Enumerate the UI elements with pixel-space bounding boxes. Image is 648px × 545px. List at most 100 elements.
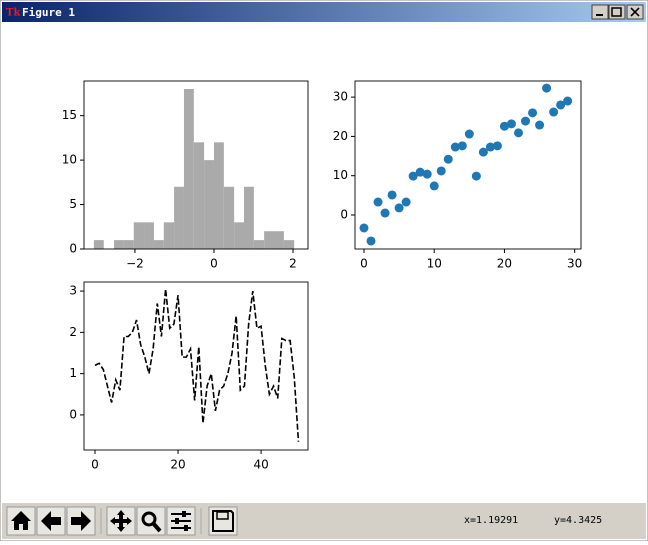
x-tick-label: 2: [289, 257, 297, 271]
y-tick-label: 0: [340, 208, 348, 222]
y-tick-label: 0: [69, 242, 77, 256]
y-tick-label: 2: [69, 325, 77, 339]
point: [408, 171, 418, 181]
axes-frame: [83, 281, 309, 451]
point: [542, 83, 552, 93]
point: [513, 128, 523, 138]
minimize-button[interactable]: [591, 4, 609, 20]
bar: [213, 142, 224, 249]
point: [373, 197, 383, 207]
line: [94, 288, 300, 442]
pan-icon: [110, 510, 132, 532]
bar: [144, 222, 154, 249]
bar: [183, 89, 194, 249]
bar: [193, 142, 205, 249]
point: [457, 141, 467, 151]
bar: [244, 186, 254, 249]
x-tick-label: −2: [126, 257, 144, 271]
x-tick-label: 20: [170, 458, 185, 472]
bar: [223, 186, 235, 249]
point: [556, 100, 566, 110]
point: [549, 107, 559, 117]
x-tick-label: 20: [497, 257, 512, 271]
bar: [163, 222, 175, 249]
point: [422, 169, 432, 179]
bar: [264, 231, 275, 249]
bar: [123, 240, 134, 249]
bar: [174, 186, 184, 249]
point: [387, 190, 397, 200]
point: [528, 108, 538, 118]
point: [380, 208, 390, 218]
app-icon: Tk: [6, 8, 21, 19]
slider-knob: [184, 525, 188, 531]
y-tick-label: 30: [333, 90, 348, 104]
point: [563, 96, 573, 106]
point: [366, 236, 376, 246]
bar: [133, 222, 145, 249]
y-tick-label: 20: [333, 129, 348, 143]
forward-icon: [71, 511, 91, 531]
point: [506, 119, 516, 129]
point: [394, 203, 404, 213]
point: [415, 167, 425, 177]
toolbar-buttons: [6, 506, 238, 536]
window-title: Figure 1: [22, 6, 75, 19]
x-tick-label: 0: [360, 257, 368, 271]
bar: [93, 240, 104, 249]
point: [401, 197, 411, 207]
zoom-handle: [151, 521, 162, 533]
maximize-icon: [611, 7, 622, 17]
point: [450, 142, 460, 152]
point: [492, 141, 502, 151]
point: [436, 166, 446, 176]
close-icon: [630, 7, 640, 17]
y-tick-label: 3: [69, 284, 77, 298]
toolbar: [2, 503, 646, 539]
bar: [253, 240, 265, 249]
home-icon: [11, 511, 31, 530]
point: [485, 142, 495, 152]
save-label: [216, 511, 229, 520]
y-tick-label: 15: [62, 108, 77, 122]
bar: [274, 231, 284, 249]
slider-knob: [182, 511, 186, 517]
axes-frame: [83, 80, 309, 250]
x-tick-label: 0: [91, 458, 99, 472]
back-icon: [41, 511, 61, 531]
title-bar: [2, 2, 646, 22]
axes-frame: [354, 80, 582, 250]
point: [478, 147, 488, 157]
bar: [234, 222, 244, 249]
y-tick-label: 0: [69, 407, 77, 421]
point: [464, 129, 474, 139]
bar: [283, 240, 295, 249]
x-tick-label: 30: [567, 257, 582, 271]
status-x: x=1.19291: [464, 515, 518, 526]
zoom-icon: [141, 511, 157, 527]
y-tick-label: 10: [62, 153, 77, 167]
point: [471, 171, 481, 181]
x-tick-label: 40: [253, 458, 268, 472]
window-buttons: [591, 4, 644, 20]
zoom-button[interactable]: [136, 506, 166, 536]
bar: [204, 160, 214, 249]
point: [521, 116, 531, 126]
status-y: y=4.3425: [554, 515, 602, 526]
point: [499, 121, 509, 131]
point: [359, 223, 369, 233]
bar: [153, 240, 164, 249]
point: [429, 181, 439, 191]
point: [535, 120, 545, 130]
y-tick-label: 1: [69, 366, 77, 380]
point: [443, 154, 453, 164]
bar: [114, 240, 124, 249]
x-tick-label: 0: [210, 257, 218, 271]
y-tick-label: 10: [333, 168, 348, 182]
y-tick-label: 5: [69, 197, 77, 211]
slider-knob: [175, 518, 179, 524]
save-icon: [212, 510, 234, 532]
